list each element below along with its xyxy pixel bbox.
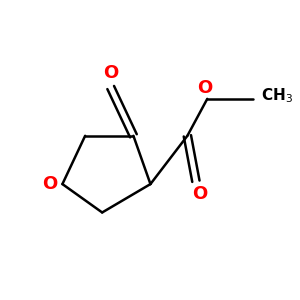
Text: O: O bbox=[103, 64, 118, 82]
Text: O: O bbox=[42, 175, 57, 193]
Text: O: O bbox=[193, 185, 208, 203]
Text: O: O bbox=[197, 79, 212, 97]
Text: CH$_3$: CH$_3$ bbox=[261, 87, 293, 105]
